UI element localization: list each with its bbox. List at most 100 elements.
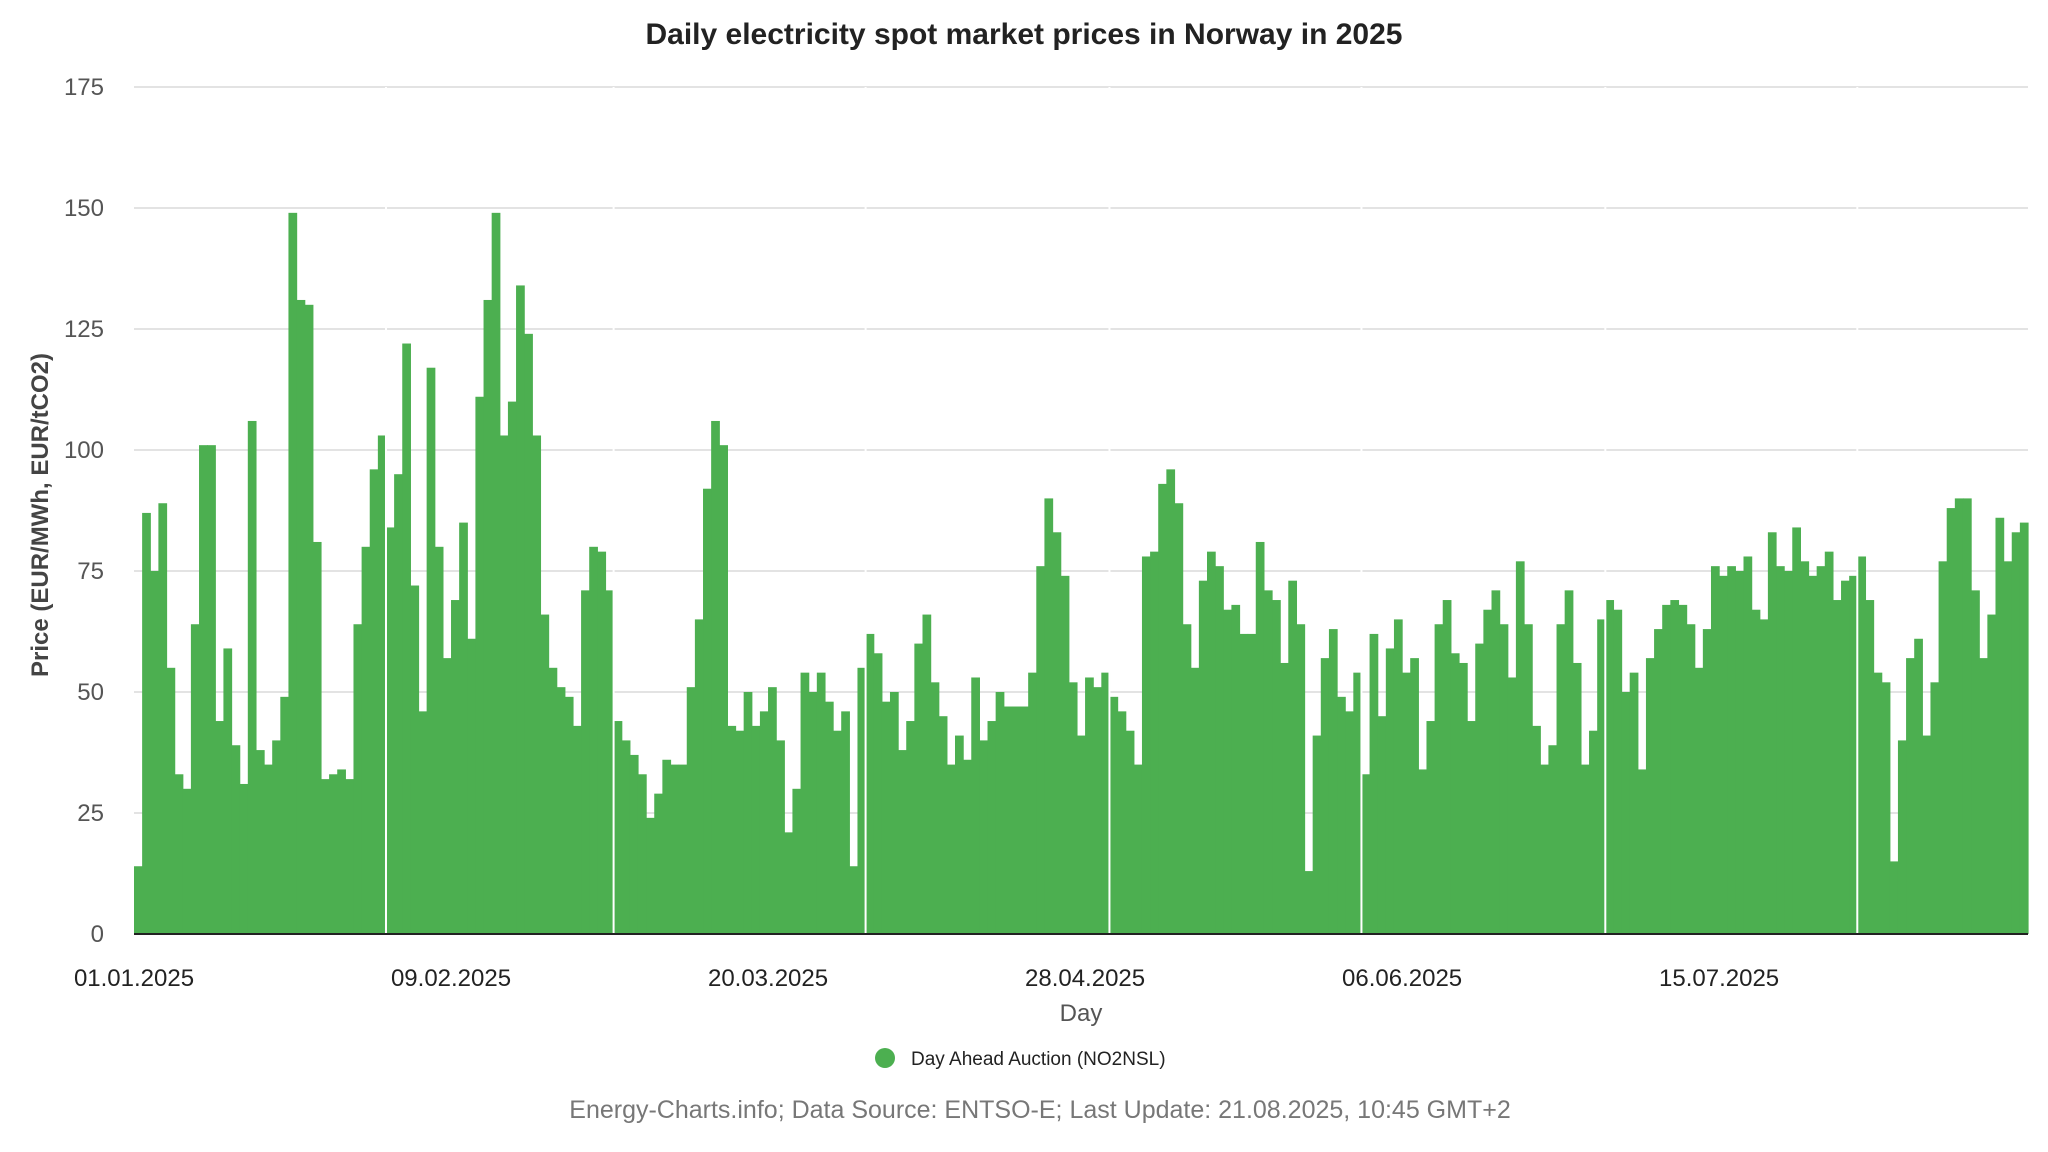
bar[interactable] <box>385 527 395 934</box>
bar[interactable] <box>1930 682 1940 934</box>
bar[interactable] <box>1589 730 1598 934</box>
bar[interactable] <box>507 401 517 935</box>
bar[interactable] <box>743 692 753 934</box>
bar[interactable] <box>1735 571 1745 934</box>
legend-label[interactable]: Day Ahead Auction (NO2NSL) <box>911 1049 1166 1070</box>
bar[interactable] <box>540 614 550 934</box>
bar[interactable] <box>1499 624 1509 934</box>
bar[interactable] <box>1995 517 2005 934</box>
bar[interactable] <box>662 759 672 934</box>
bar[interactable] <box>1174 503 1184 934</box>
bar[interactable] <box>312 541 322 934</box>
bar[interactable] <box>1841 580 1850 934</box>
bar[interactable] <box>426 367 436 935</box>
bar[interactable] <box>1800 561 1810 934</box>
bar[interactable] <box>1873 672 1883 934</box>
bar[interactable] <box>1328 629 1338 934</box>
bar[interactable] <box>1605 600 1615 934</box>
bar[interactable] <box>288 212 298 935</box>
bar[interactable] <box>621 740 631 934</box>
bar[interactable] <box>1686 624 1696 934</box>
bar[interactable] <box>2011 532 2021 934</box>
bar[interactable] <box>1223 609 1232 934</box>
bar[interactable] <box>377 435 387 934</box>
bar[interactable] <box>938 716 948 934</box>
bar[interactable] <box>418 711 428 934</box>
bar[interactable] <box>711 420 720 935</box>
bar[interactable] <box>459 522 468 934</box>
bar[interactable] <box>1515 561 1525 934</box>
bar[interactable] <box>1597 619 1606 934</box>
bar[interactable] <box>1198 580 1208 934</box>
bar[interactable] <box>239 783 249 934</box>
bar[interactable] <box>735 730 745 934</box>
bar[interactable] <box>434 546 444 934</box>
bar[interactable] <box>1458 662 1468 934</box>
bar[interactable] <box>475 396 485 934</box>
bar[interactable] <box>1922 735 1932 934</box>
bar[interactable] <box>1702 629 1712 934</box>
bar[interactable] <box>719 445 728 934</box>
bar[interactable] <box>1751 609 1761 934</box>
bar[interactable] <box>1361 774 1371 934</box>
bar[interactable] <box>329 774 338 934</box>
bar[interactable] <box>1426 721 1436 934</box>
bar[interactable] <box>402 343 411 934</box>
bar[interactable] <box>150 571 159 934</box>
bar[interactable] <box>223 648 233 934</box>
bar[interactable] <box>914 643 924 934</box>
bar[interactable] <box>182 788 192 934</box>
bar[interactable] <box>1434 624 1444 934</box>
bar[interactable] <box>1117 711 1127 934</box>
bar[interactable] <box>1524 624 1533 934</box>
bar[interactable] <box>1312 735 1322 934</box>
bar[interactable] <box>816 672 826 934</box>
bar[interactable] <box>1938 561 1948 934</box>
bar[interactable] <box>1255 541 1265 934</box>
bar[interactable] <box>1052 532 1062 934</box>
bar[interactable] <box>166 667 176 934</box>
bar[interactable] <box>1572 662 1582 934</box>
bar[interactable] <box>889 692 899 934</box>
bar[interactable] <box>1288 580 1298 934</box>
bar[interactable] <box>410 585 420 934</box>
bar[interactable] <box>613 721 623 934</box>
bar[interactable] <box>1548 745 1558 934</box>
bar[interactable] <box>272 740 281 934</box>
bar[interactable] <box>646 817 655 934</box>
bar[interactable] <box>1857 556 1867 934</box>
bar[interactable] <box>1353 672 1363 934</box>
bar[interactable] <box>703 488 712 934</box>
bar[interactable] <box>808 692 818 934</box>
bar[interactable] <box>1402 672 1411 934</box>
bar[interactable] <box>1296 624 1306 934</box>
bar[interactable] <box>1621 692 1631 934</box>
bar[interactable] <box>1467 721 1476 934</box>
bar[interactable] <box>1125 730 1135 934</box>
bar[interactable] <box>1109 696 1119 934</box>
bar[interactable] <box>1540 764 1550 934</box>
bar[interactable] <box>1182 624 1192 934</box>
bar[interactable] <box>1150 551 1159 934</box>
bar[interactable] <box>955 735 964 934</box>
bar[interactable] <box>963 759 972 934</box>
bar[interactable] <box>1491 590 1501 934</box>
bar[interactable] <box>1028 672 1037 934</box>
bar[interactable] <box>637 774 647 934</box>
bar[interactable] <box>987 721 997 934</box>
bar[interactable] <box>597 551 607 934</box>
bar[interactable] <box>247 420 257 935</box>
bar[interactable] <box>296 299 306 935</box>
bar[interactable] <box>1881 682 1891 934</box>
bar[interactable] <box>589 546 598 934</box>
bar[interactable] <box>1678 604 1688 934</box>
bar[interactable] <box>1816 566 1826 934</box>
bar[interactable] <box>751 725 761 934</box>
bar[interactable] <box>524 333 533 935</box>
bar[interactable] <box>678 764 688 934</box>
bar[interactable] <box>857 667 867 934</box>
bar[interactable] <box>1377 716 1387 934</box>
bar[interactable] <box>849 866 859 934</box>
bar[interactable] <box>1832 600 1842 934</box>
bar[interactable] <box>1759 619 1769 934</box>
